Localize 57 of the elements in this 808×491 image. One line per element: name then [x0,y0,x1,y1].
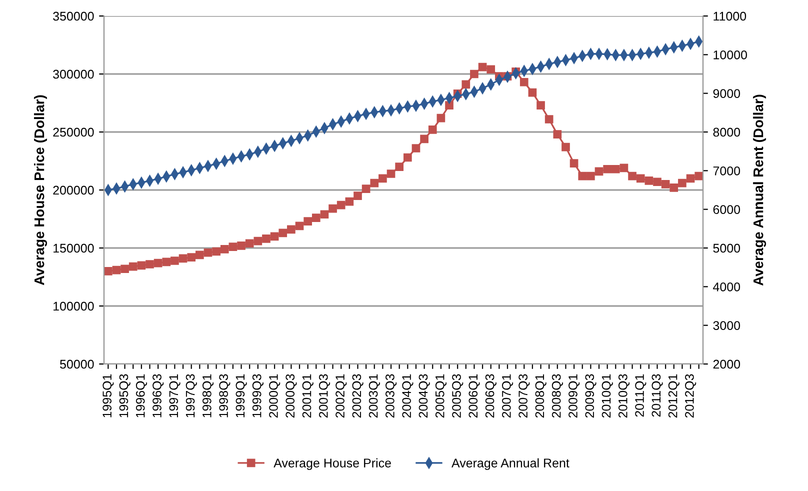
x-tick-label: 1996Q1 [136,374,148,418]
x-tick-label: 2001Q1 [302,374,314,418]
x-tick-label: 2009Q1 [568,374,580,418]
x-tick-label: 1999Q3 [252,374,264,418]
x-tick-label: 2005Q1 [435,374,447,418]
x-tick-label: 2006Q3 [485,374,496,418]
x-tick-label: 2000Q1 [269,374,280,418]
y-tick-label: 50000 [60,360,94,369]
x-tick-label: 2011Q3 [652,374,663,417]
x-tick-label: 2002Q1 [336,374,347,418]
x-tick-label: 2010Q3 [618,374,630,418]
y-tick-label: 150000 [54,244,94,253]
x-tick-label: 2006Q1 [468,374,480,418]
x-tick-label: 2007Q3 [518,374,530,418]
y-tick-label: 200000 [53,186,94,195]
x-tick-label: 2003Q1 [368,374,380,418]
y-tick-label: 350000 [53,12,94,21]
x-tick-label: 1997Q3 [186,374,197,418]
y2-tick-label: 2000 [713,360,740,369]
x-tick-label: 2009Q3 [585,374,596,418]
y2-tick-label: 11000 [714,12,746,21]
y2-tick-label: 6000 [713,205,740,214]
x-tick-label: 1997Q1 [169,374,180,418]
x-tick-label: 2001Q3 [318,374,330,418]
y2-axis-title: Average Annual Rent (Dollar) [753,94,766,286]
x-tick-label: 1995Q3 [119,374,130,418]
y-tick-label: 100000 [54,302,94,311]
y2-tick-label: 8000 [713,128,740,137]
legend-label: Average Annual Rent [452,458,570,470]
y-axis-title: Average House Price (Dollar) [34,95,48,286]
y2-tick-label: 5000 [713,244,740,253]
x-tick-label: 1998Q1 [202,374,214,418]
x-tick-label: 2011Q1 [635,374,646,417]
x-tick-label: 2010Q1 [602,374,613,418]
y2-tick-label: 3000 [713,321,740,330]
x-tick-label: 1996Q3 [152,374,164,418]
y-tick-label: 300000 [53,70,94,79]
legend-label: Average House Price [274,458,391,470]
y2-tick-label: 4000 [713,282,740,292]
x-tick-label: 2005Q3 [452,374,464,418]
y2-tick-label: 9000 [713,89,740,98]
y2-tick-label: 10000 [714,50,747,60]
x-tick-label: 2012Q1 [668,374,680,418]
y2-tick-label: 7000 [713,166,740,176]
x-tick-label: 1999Q1 [236,374,247,418]
x-tick-label: 2004Q1 [402,374,414,418]
y-tick-label: 250000 [53,128,94,137]
x-tick-label: 2008Q3 [552,374,564,418]
x-tick-label: 2003Q3 [386,374,397,418]
x-tick-label: 1995Q1 [102,374,114,418]
x-tick-label: 2000Q3 [286,374,297,418]
x-tick-label: 2002Q3 [352,374,364,418]
x-tick-label: 2012Q3 [685,374,696,418]
x-tick-label: 2004Q3 [418,374,430,418]
x-tick-label: 2007Q1 [502,374,514,418]
x-tick-label: 1998Q3 [219,374,230,418]
x-tick-label: 2008Q1 [535,374,546,418]
